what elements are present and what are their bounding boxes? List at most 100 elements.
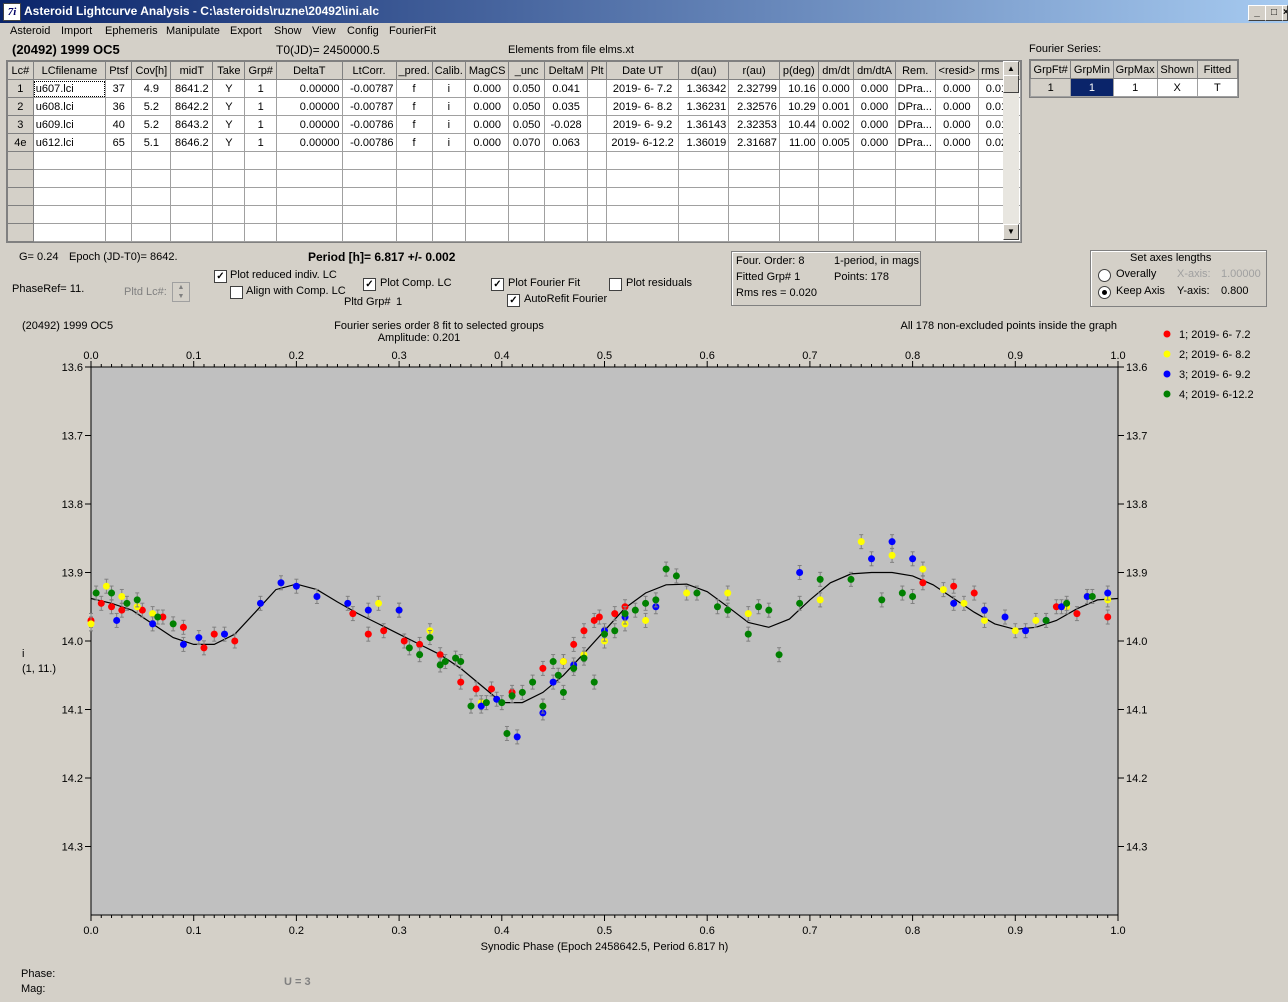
table-cell[interactable] xyxy=(894,223,936,242)
table-cell[interactable] xyxy=(105,151,133,170)
col-header[interactable]: Take xyxy=(212,61,246,80)
table-cell[interactable] xyxy=(431,187,467,206)
row-header[interactable]: 3 xyxy=(7,115,34,134)
table-cell[interactable]: DPra... xyxy=(894,115,936,134)
table-cell[interactable]: 0.050 xyxy=(508,115,545,134)
table-cell[interactable] xyxy=(543,169,589,188)
table-cell[interactable] xyxy=(853,169,896,188)
table-cell[interactable] xyxy=(817,205,855,224)
col-header[interactable]: Date UT xyxy=(606,61,680,80)
table-cell[interactable] xyxy=(728,169,780,188)
table-cell[interactable] xyxy=(678,151,730,170)
table-cell[interactable] xyxy=(587,151,608,170)
table-row[interactable]: 2 u608.lci 36 5.2 8642.2 Y 1 0.00000 -0.00787 f i 0… xyxy=(7,97,1021,116)
table-cell[interactable] xyxy=(431,169,467,188)
table-cell[interactable] xyxy=(105,223,133,242)
table-cell[interactable]: 1.36019 xyxy=(678,133,730,152)
table-cell[interactable]: f xyxy=(395,115,433,134)
table-row[interactable] xyxy=(7,151,1021,170)
table-cell[interactable]: i xyxy=(431,133,467,152)
table-cell[interactable]: 0.000 xyxy=(934,79,980,98)
table-cell[interactable]: -0.00787 xyxy=(341,97,397,116)
col-header[interactable]: d(au) xyxy=(678,61,730,80)
pltd-lc-spinner[interactable]: ▲ ▼ xyxy=(172,282,190,302)
table-cell[interactable] xyxy=(105,205,133,224)
table-cell[interactable]: 8646.2 xyxy=(170,133,214,152)
table-cell[interactable]: Y xyxy=(212,97,246,116)
table-row[interactable]: 1 u607.lci 37 4.9 8641.2 Y 1 0.00000 -0.00787 f i 0… xyxy=(7,79,1021,98)
fourier-col-header[interactable]: GrpFt# xyxy=(1029,60,1072,79)
menu-manipulate[interactable]: Manipulate xyxy=(166,25,220,37)
menu-view[interactable]: View xyxy=(312,25,336,37)
table-cell[interactable] xyxy=(606,223,680,242)
table-cell[interactable] xyxy=(934,169,980,188)
col-header[interactable]: LCfilename xyxy=(32,61,107,80)
fourier-series-table[interactable]: GrpFt# GrpMin GrpMax Shown Fitted 1 1 1 X T xyxy=(1029,59,1239,98)
scroll-thumb[interactable] xyxy=(1003,75,1019,93)
table-cell[interactable]: Y xyxy=(212,133,246,152)
col-header[interactable]: <resid> xyxy=(934,61,980,80)
table-cell[interactable]: 0.000 xyxy=(853,115,896,134)
table-cell[interactable] xyxy=(131,169,172,188)
table-cell[interactable] xyxy=(508,151,545,170)
table-cell[interactable] xyxy=(894,205,936,224)
table-cell[interactable] xyxy=(395,205,433,224)
col-header[interactable]: Calib. xyxy=(431,61,467,80)
table-row[interactable]: 3 u609.lci 40 5.2 8643.2 Y 1 0.00000 -0.00786 f i 0… xyxy=(7,115,1021,134)
table-cell[interactable]: 10.16 xyxy=(778,79,819,98)
table-cell[interactable]: 2.32799 xyxy=(728,79,780,98)
table-cell[interactable]: 2019- 6- 9.2 xyxy=(606,115,680,134)
table-cell[interactable] xyxy=(587,97,608,116)
table-cell[interactable] xyxy=(778,187,819,206)
table-cell[interactable] xyxy=(32,169,107,188)
table-cell[interactable] xyxy=(465,223,510,242)
row-header[interactable]: 4e xyxy=(7,133,34,152)
menu-ephemeris[interactable]: Ephemeris xyxy=(105,25,158,37)
table-cell[interactable] xyxy=(395,169,433,188)
table-cell[interactable] xyxy=(170,151,214,170)
table-cell[interactable] xyxy=(431,205,467,224)
table-cell[interactable]: u609.lci xyxy=(32,115,107,134)
table-cell[interactable] xyxy=(276,187,343,206)
keep-axis-radio[interactable] xyxy=(1098,286,1111,299)
table-cell[interactable] xyxy=(678,187,730,206)
table-cell[interactable]: 8641.2 xyxy=(170,79,214,98)
table-cell[interactable]: 0.000 xyxy=(934,115,980,134)
table-cell[interactable]: i xyxy=(431,97,467,116)
fourier-col-header[interactable]: GrpMin xyxy=(1070,60,1114,79)
table-cell[interactable] xyxy=(587,133,608,152)
table-cell[interactable] xyxy=(170,187,214,206)
table-cell[interactable] xyxy=(395,151,433,170)
table-cell[interactable]: 8643.2 xyxy=(170,115,214,134)
col-header[interactable]: Plt xyxy=(587,61,608,80)
table-cell[interactable] xyxy=(728,205,780,224)
row-header[interactable] xyxy=(7,205,34,224)
table-cell[interactable]: u612.lci xyxy=(32,133,107,152)
table-cell[interactable]: 0.050 xyxy=(508,79,545,98)
table-cell[interactable] xyxy=(606,205,680,224)
table-cell[interactable]: 5.2 xyxy=(131,97,172,116)
menu-show[interactable]: Show xyxy=(274,25,302,37)
table-cell[interactable] xyxy=(131,223,172,242)
table-cell[interactable] xyxy=(170,223,214,242)
row-header[interactable] xyxy=(7,151,34,170)
table-cell[interactable]: 0.000 xyxy=(853,79,896,98)
autorefit-checkbox[interactable]: ✓ xyxy=(507,294,520,307)
table-cell[interactable]: 0.00000 xyxy=(276,79,343,98)
table-cell[interactable] xyxy=(395,223,433,242)
table-cell[interactable]: 0.000 xyxy=(853,133,896,152)
table-cell[interactable] xyxy=(543,205,589,224)
fourier-cell[interactable]: 1 xyxy=(1112,78,1158,97)
table-cell[interactable]: DPra... xyxy=(894,79,936,98)
plot-reduced-checkbox[interactable]: ✓ xyxy=(214,270,227,283)
scroll-down-icon[interactable]: ▼ xyxy=(1003,224,1019,240)
table-cell[interactable] xyxy=(341,187,397,206)
table-cell[interactable]: f xyxy=(395,133,433,152)
table-cell[interactable]: 0.000 xyxy=(934,133,980,152)
table-cell[interactable]: i xyxy=(431,115,467,134)
fourier-cell[interactable]: 1 xyxy=(1070,78,1114,97)
table-cell[interactable]: 10.29 xyxy=(778,97,819,116)
align-comp-checkbox[interactable] xyxy=(230,286,243,299)
close-button[interactable]: × xyxy=(1282,5,1288,21)
row-header[interactable] xyxy=(7,187,34,206)
